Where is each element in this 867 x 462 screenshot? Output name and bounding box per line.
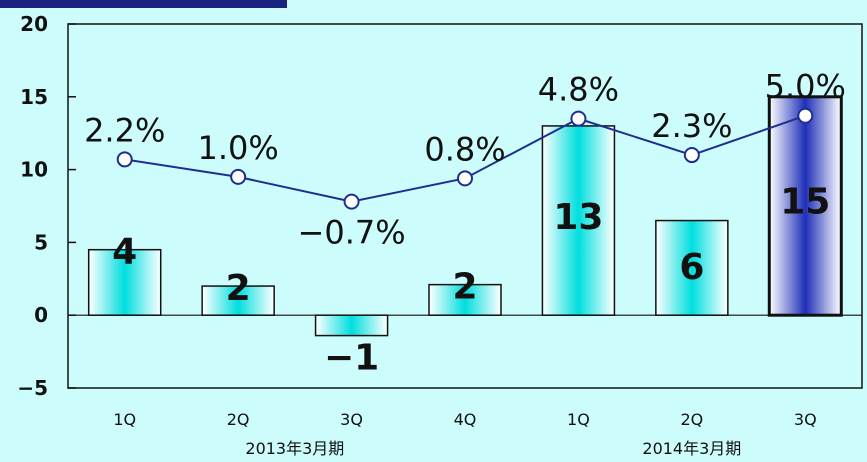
line-point [797,107,814,124]
line-value-label: 2.2% [84,111,165,149]
bar [541,125,616,316]
bar [428,283,502,316]
x-tick-label: 4Q [454,410,477,429]
line-value-label: −0.7% [298,214,406,252]
line-point [230,168,247,185]
y-tick-label: −5 [17,376,48,400]
bar [87,248,162,316]
bar-series [87,95,843,337]
bar [201,285,275,316]
bar-value-label: 2 [226,268,251,309]
line-point [343,193,360,210]
line-point [570,110,587,127]
y-tick-label: 0 [34,303,48,327]
line-labels: 2.2% 1.0% −0.7% 0.8% 4.8% 2.3% 5.0% [84,68,846,252]
header-bar [0,0,287,8]
x-tick-label: 1Q [113,410,136,429]
line-point [116,151,133,168]
line-value-label: 1.0% [197,129,278,167]
bar-value-label: −1 [324,338,379,379]
bar [655,219,729,316]
bar-labels: 4 2 −1 2 13 6 15 [112,181,830,378]
bar-value-label: 2 [452,267,477,308]
plot-area [67,23,863,389]
y-tick-label: 15 [20,85,48,109]
x-tick-label: 1Q [567,410,590,429]
bar [314,314,389,337]
line-value-label: 4.8% [538,71,619,109]
bar-value-label: 4 [112,232,137,273]
bar-value-label: 15 [780,181,830,222]
x-group-label: 2014年3月期 [642,439,741,458]
bar [767,95,843,317]
y-tick-label: 5 [34,230,48,254]
y-axis: 20 15 10 5 0 −5 [17,12,862,400]
bar-value-label: 6 [679,247,704,288]
line-value-label: 0.8% [424,130,505,168]
line-series [116,107,814,210]
line-point [457,170,473,187]
x-axis: 1Q 2Q 3Q 4Q 1Q 2Q 3Q 2013年3月期 2014年3月期 [113,410,816,458]
bar-value-label: 13 [553,197,603,238]
line-value-label: 2.3% [651,107,732,145]
x-tick-label: 3Q [794,410,817,429]
x-group-label: 2013年3月期 [245,439,344,458]
y-tick-label: 10 [20,158,48,182]
x-tick-label: 2Q [680,410,703,429]
y-tick-label: 20 [20,12,48,36]
line-value-label: 5.0% [765,68,846,106]
x-tick-label: 3Q [340,410,363,429]
line-point [683,147,700,164]
x-tick-label: 2Q [227,410,250,429]
